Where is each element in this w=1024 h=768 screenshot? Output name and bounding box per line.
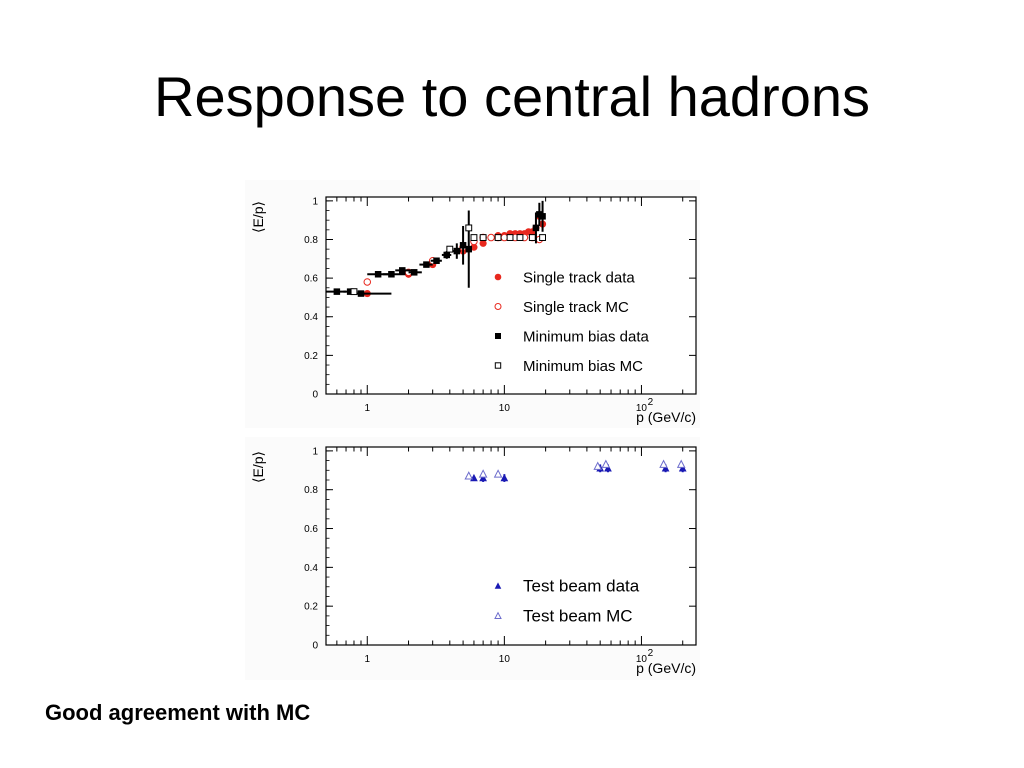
y-tick-label: 1 [312, 446, 318, 457]
series-test-beam-mc [464, 459, 686, 480]
data-point [506, 234, 514, 241]
x-tick-label-exponent: 2 [648, 397, 654, 408]
y-tick-label: 0.6 [304, 274, 318, 285]
data-point [423, 261, 430, 268]
data-point [399, 267, 406, 274]
legend-marker [494, 582, 502, 589]
data-point [532, 224, 540, 232]
y-tick-label: 0.6 [304, 524, 318, 535]
y-tick-label: 0 [312, 641, 318, 652]
data-point [464, 471, 474, 480]
data-point [479, 239, 487, 247]
legend-entry: Single track data [523, 270, 635, 287]
data-point [388, 271, 395, 278]
legend-marker [494, 362, 502, 369]
data-point [346, 288, 354, 295]
data-point [465, 224, 473, 232]
y-tick-label: 1 [312, 196, 318, 207]
x-axis-label: p (GeV/c) [636, 660, 696, 676]
data-point [363, 278, 372, 286]
plot-frame [325, 446, 697, 646]
y-axis-label: ⟨E/p⟩ [250, 201, 266, 233]
data-point [500, 473, 509, 482]
legend-entry: Single track MC [523, 299, 629, 316]
data-point [659, 459, 668, 468]
data-point [443, 251, 451, 259]
data-point [478, 469, 488, 478]
data-point [528, 234, 536, 241]
data-point [593, 461, 603, 470]
y-tick-label: 0.2 [304, 602, 318, 613]
data-point [470, 234, 478, 241]
y-tick-label: 0.8 [304, 235, 318, 246]
data-point [516, 234, 524, 241]
data-point [676, 459, 686, 468]
data-point [410, 269, 418, 276]
y-tick-label: 0.2 [304, 351, 318, 362]
data-point [494, 234, 502, 241]
x-tick-label: 1 [364, 654, 370, 665]
x-tick-label: 10 [636, 403, 648, 414]
y-tick-label: 0.8 [304, 485, 318, 496]
x-tick-label: 1 [364, 403, 370, 414]
x-tick-label: 10 [499, 654, 511, 665]
data-point [539, 234, 546, 241]
legend-marker [494, 273, 502, 281]
x-tick-label: 10 [636, 654, 648, 665]
data-point [333, 288, 341, 295]
data-point [539, 213, 546, 220]
data-point [465, 245, 473, 253]
data-point [493, 469, 503, 478]
plot-frame [325, 196, 697, 395]
series-minimum-bias-mc [350, 224, 546, 296]
data-point [357, 290, 365, 297]
slide-caption: Good agreement with MC [45, 700, 311, 725]
y-tick-label: 0.4 [304, 312, 318, 323]
data-point [350, 288, 358, 296]
data-point [453, 247, 461, 255]
data-point [374, 271, 382, 278]
legend-entry: Test beam data [523, 577, 640, 596]
data-point [446, 245, 454, 253]
legend-marker [495, 333, 501, 339]
data-point [470, 243, 478, 251]
x-tick-label: 10 [499, 403, 511, 414]
y-tick-label: 0 [312, 390, 318, 401]
legend-entry: Minimum bias MC [523, 358, 643, 375]
data-point [479, 234, 487, 241]
legend-entry: Test beam MC [523, 607, 633, 626]
data-point [433, 257, 440, 264]
data-point [487, 233, 495, 242]
data-point [601, 459, 611, 468]
x-axis-label: p (GeV/c) [636, 409, 696, 425]
slide-title: Response to central hadrons [154, 65, 870, 128]
legend-marker [494, 303, 502, 310]
x-tick-label-exponent: 2 [648, 648, 654, 659]
legend-entry: Minimum bias data [523, 329, 650, 346]
legend-marker [494, 611, 502, 620]
y-tick-label: 0.4 [304, 563, 318, 574]
data-point [459, 242, 467, 249]
y-axis-label: ⟨E/p⟩ [250, 451, 266, 483]
series-minimum-bias-data [326, 200, 546, 297]
